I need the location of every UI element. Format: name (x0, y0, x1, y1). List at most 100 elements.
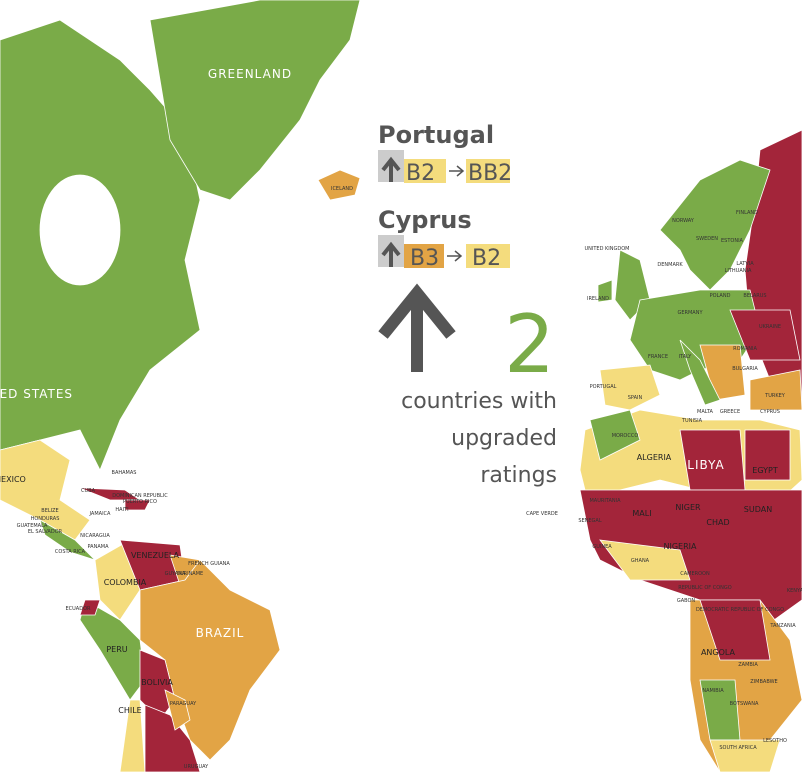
ecuador (79, 599, 101, 616)
caption-line: ratings (480, 463, 557, 488)
country-label: DEMOCRATIC REPUBLIC OF CONGO (696, 607, 784, 613)
country-label: NIGERIA (664, 542, 698, 551)
country-label: GHANA (631, 558, 650, 564)
country-label: CAMEROON (680, 571, 710, 577)
country-label: NIGER (675, 503, 701, 512)
country-label: BRAZIL (196, 626, 245, 640)
upgrade-count: 2 (504, 298, 555, 391)
south-africa (709, 739, 781, 772)
country-label: URUGUAY (184, 764, 209, 770)
country-label: FINLAND (736, 210, 758, 216)
up-arrow (381, 156, 401, 182)
country-label: CHILE (118, 706, 141, 715)
caption-line: upgraded (451, 426, 557, 451)
country-label: TUNISIA (681, 418, 703, 424)
country-label: UKRAINE (759, 324, 781, 330)
iberia (599, 364, 661, 411)
map-labels: GREENLAND ICELAND UNITED STATES MEXICO BAHAM… (0, 67, 802, 770)
country-label: BOLIVIA (141, 678, 173, 687)
country-label: CYPRUS (760, 409, 780, 415)
country-label: BOTSWANA (730, 701, 759, 707)
country-label: HAITI (115, 507, 128, 513)
country-label: MOROCCO (612, 433, 639, 439)
ukraine (729, 309, 801, 361)
country-label: ECUADOR (66, 606, 92, 612)
west-africa (599, 539, 691, 581)
country-name: Portugal (378, 121, 494, 149)
country-label: EL SALVADOR (28, 529, 63, 535)
italy (679, 339, 721, 406)
bolivia (139, 649, 176, 721)
rating-box (404, 159, 446, 183)
rating-box (404, 244, 444, 268)
country-label: HONDURAS (31, 516, 60, 522)
rating-from: B2 (406, 161, 435, 186)
country-label: PORTUGAL (590, 384, 617, 390)
arrow (449, 165, 465, 177)
country-label: ITALY (679, 354, 693, 360)
country-label: ALGERIA (637, 453, 672, 462)
country-label: FRANCE (648, 354, 668, 360)
chile (119, 699, 146, 772)
country-label: ESTONIA (721, 238, 744, 244)
country-label: NICARAGUA (80, 533, 110, 539)
country-label: GERMANY (677, 310, 703, 316)
country-label: DOMINICAN REPUBLIC (112, 493, 168, 499)
up-arrow (381, 241, 401, 267)
country-label: EGYPT (752, 466, 778, 475)
country-label: ZAMBIA (738, 662, 758, 668)
turkey (749, 369, 802, 411)
country-label: MALI (632, 509, 651, 518)
country-label: GUYANA (165, 571, 186, 577)
country-label: UNITED STATES (0, 387, 73, 401)
country-label: LESOTHO (763, 738, 787, 744)
scandinavia (659, 159, 771, 291)
big-up-arrow (378, 283, 456, 372)
country-label: ZIMBABWE (750, 679, 777, 685)
country-label: FRENCH GUIANA (188, 561, 230, 567)
country-label: VENEZUELA (131, 551, 180, 560)
country-label: JAMAICA (89, 511, 112, 517)
country-label: SUDAN (744, 505, 772, 514)
country-label: KENYA (787, 588, 802, 594)
country-label: UNITED KINGDOM (585, 246, 630, 252)
country-label: BELARUS (743, 293, 766, 299)
country-label: SOUTH AFRICA (719, 745, 757, 751)
country-label: CUBA (81, 488, 96, 494)
country-label: LITHUANIA (725, 268, 752, 274)
country-label: POLAND (710, 293, 731, 299)
country-label: ICELAND (331, 186, 353, 192)
rating-box (466, 244, 510, 268)
country-label: SWEDEN (696, 236, 718, 242)
country-label: MALTA (697, 409, 713, 415)
country-label: PERU (106, 645, 127, 654)
country-label: SURINAME (177, 571, 203, 577)
country-label: LIBYA (687, 458, 724, 472)
country-label: BULGARIA (732, 366, 758, 372)
upgrade-panel: Portugal B2 BB2 Cyprus B3 B2 2 countries… (378, 121, 557, 488)
country-label: IRELAND (587, 296, 609, 302)
rating-to: BB2 (468, 161, 512, 186)
rating-from: B3 (410, 246, 439, 271)
country-label: SENEGAL (578, 518, 602, 524)
hispaniola (124, 499, 151, 511)
country-name: Cyprus (378, 206, 472, 234)
country-label: GABON (677, 598, 696, 604)
country-label: MEXICO (0, 475, 26, 484)
country-label: GREENLAND (208, 67, 292, 81)
country-label: COLOMBIA (104, 578, 147, 587)
country-label: GUINEA (592, 544, 612, 550)
country-label: BAHAMAS (112, 470, 137, 476)
country-label: PARAGUAY (170, 701, 197, 707)
country-label: PUERTO RICO (123, 499, 157, 505)
rating-box (466, 159, 510, 183)
morocco (589, 409, 641, 461)
central-america (39, 519, 96, 561)
arrow (447, 250, 463, 262)
egypt (744, 429, 791, 481)
country-label: LATVIA (736, 261, 754, 267)
greenland (149, 0, 361, 201)
iceland (317, 169, 361, 201)
